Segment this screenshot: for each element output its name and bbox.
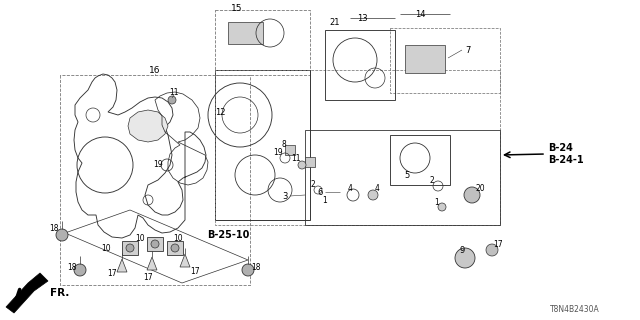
Text: 17: 17: [143, 274, 153, 283]
Circle shape: [298, 161, 306, 169]
Bar: [285, 145, 295, 155]
Text: 17: 17: [493, 239, 503, 249]
Polygon shape: [180, 254, 190, 267]
Polygon shape: [117, 259, 127, 272]
Text: 18: 18: [67, 263, 77, 273]
Polygon shape: [147, 257, 157, 270]
Text: 7: 7: [465, 45, 470, 54]
Text: 13: 13: [356, 13, 367, 22]
Text: 4: 4: [374, 183, 380, 193]
Text: 11: 11: [169, 87, 179, 97]
Circle shape: [455, 248, 475, 268]
Circle shape: [151, 240, 159, 248]
Text: 19: 19: [273, 148, 283, 156]
Circle shape: [74, 264, 86, 276]
Circle shape: [242, 264, 254, 276]
Bar: [405, 45, 445, 73]
Text: 11: 11: [291, 154, 301, 163]
Text: 8: 8: [282, 140, 286, 148]
Text: 18: 18: [252, 263, 260, 273]
Text: 19: 19: [153, 159, 163, 169]
Circle shape: [171, 244, 179, 252]
Circle shape: [126, 244, 134, 252]
Text: 10: 10: [173, 234, 183, 243]
Bar: [390, 28, 500, 93]
Circle shape: [438, 203, 446, 211]
Text: 2: 2: [310, 180, 316, 188]
Text: 21: 21: [330, 18, 340, 27]
Text: 5: 5: [404, 171, 410, 180]
Text: 14: 14: [415, 10, 425, 19]
Bar: [228, 22, 263, 44]
Bar: [147, 237, 163, 251]
Text: 10: 10: [135, 234, 145, 243]
Polygon shape: [128, 110, 168, 142]
Text: 17: 17: [107, 269, 117, 278]
Bar: [215, 10, 310, 75]
Text: 18: 18: [49, 223, 59, 233]
Text: 20: 20: [475, 183, 485, 193]
Text: T8N4B2430A: T8N4B2430A: [550, 306, 600, 315]
Polygon shape: [6, 273, 48, 313]
Bar: [305, 157, 315, 167]
Text: 2: 2: [429, 175, 435, 185]
Text: 12: 12: [215, 108, 225, 116]
Circle shape: [168, 96, 176, 104]
Text: 1: 1: [435, 197, 440, 206]
Text: 6: 6: [317, 188, 323, 196]
Text: B-25-10: B-25-10: [207, 230, 249, 240]
Circle shape: [464, 187, 480, 203]
Text: 16: 16: [149, 66, 161, 75]
Text: 3: 3: [282, 191, 288, 201]
Text: 1: 1: [323, 196, 328, 204]
Text: B-24-1: B-24-1: [548, 155, 584, 165]
Text: 17: 17: [190, 268, 200, 276]
Circle shape: [368, 190, 378, 200]
Text: 4: 4: [348, 183, 353, 193]
Text: 15: 15: [231, 4, 243, 12]
Circle shape: [486, 244, 498, 256]
Text: 9: 9: [460, 245, 465, 254]
Bar: [167, 241, 183, 255]
Bar: [122, 241, 138, 255]
Text: 10: 10: [101, 244, 111, 252]
Text: FR.: FR.: [51, 288, 70, 298]
Circle shape: [56, 229, 68, 241]
Bar: [305, 130, 500, 225]
Text: B-24: B-24: [548, 143, 573, 153]
